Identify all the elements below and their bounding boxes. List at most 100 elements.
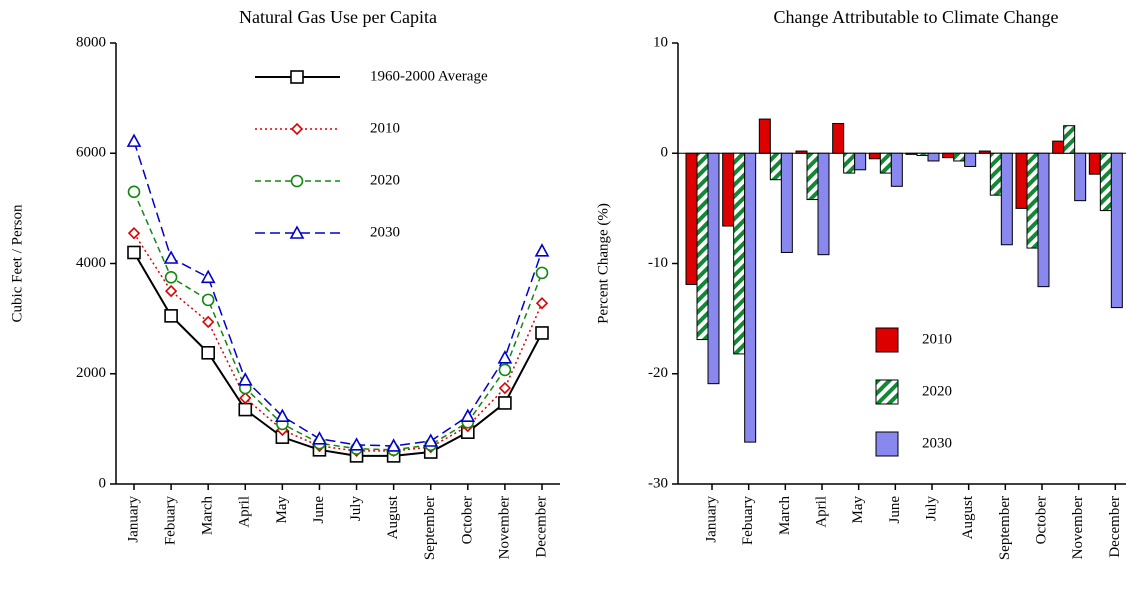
- marker: [164, 284, 178, 298]
- x-tick-label: January: [125, 496, 141, 543]
- x-tick-label: July: [348, 496, 364, 522]
- marker: [498, 396, 512, 410]
- y-tick-label: -20: [648, 365, 668, 381]
- marker: [164, 270, 178, 284]
- bar: [707, 152, 720, 385]
- bar: [758, 118, 771, 154]
- bar: [769, 152, 782, 181]
- y-tick-label: 0: [661, 145, 669, 161]
- marker: [239, 391, 252, 405]
- marker: [349, 437, 364, 451]
- y-tick-label: 2000: [76, 365, 106, 381]
- x-tick-label: August: [960, 495, 976, 539]
- x-tick-label: May: [850, 496, 866, 524]
- marker: [535, 297, 549, 310]
- legend-label: 2020: [370, 172, 400, 188]
- bar: [868, 152, 881, 160]
- legend-swatch: [875, 327, 899, 353]
- legend-label: 2030: [370, 224, 400, 240]
- bar: [1074, 152, 1087, 202]
- bar: [1026, 152, 1039, 249]
- y-tick-label: 10: [653, 34, 668, 50]
- y-tick-label: -30: [648, 475, 668, 491]
- x-tick-label: August: [385, 495, 401, 539]
- marker: [237, 372, 253, 386]
- legend-label: 2010: [922, 331, 952, 347]
- marker: [127, 245, 141, 260]
- bar: [854, 152, 867, 171]
- marker: [201, 346, 215, 360]
- x-tick-label: Febuary: [163, 496, 179, 546]
- legend-swatch: [875, 379, 899, 405]
- marker: [163, 250, 179, 264]
- x-tick-label: April: [813, 496, 829, 528]
- series-line: [133, 140, 543, 447]
- series-line: [133, 232, 543, 452]
- bar: [953, 152, 966, 162]
- marker: [202, 315, 215, 329]
- legend-marker: [290, 122, 304, 136]
- bar: [1099, 152, 1112, 212]
- series-line: [133, 191, 543, 451]
- y-tick-label: 8000: [76, 34, 106, 50]
- x-tick-label: January: [703, 496, 719, 543]
- bar: [1088, 152, 1101, 175]
- legend-swatch: [875, 431, 899, 457]
- legend-label: 2020: [922, 383, 952, 399]
- marker: [534, 243, 550, 257]
- bar: [744, 152, 757, 443]
- bar: [942, 152, 955, 159]
- bar: [832, 122, 845, 154]
- bar: [780, 152, 793, 253]
- marker: [275, 408, 290, 422]
- bar: [927, 152, 940, 162]
- bar: [1015, 152, 1028, 209]
- bar: [843, 152, 856, 174]
- bar: [905, 152, 918, 155]
- marker: [127, 185, 141, 199]
- bar: [989, 152, 1002, 196]
- marker: [423, 433, 439, 447]
- bar: [806, 152, 819, 201]
- marker: [312, 431, 327, 445]
- y-tick-label: 0: [99, 475, 107, 491]
- chart-title: Natural Gas Use per Capita: [239, 7, 437, 27]
- x-tick-label: November: [1070, 496, 1086, 559]
- bar: [890, 152, 903, 187]
- bar: [696, 152, 709, 341]
- bar: [722, 152, 735, 227]
- marker: [498, 363, 512, 377]
- y-tick-label: 4000: [76, 255, 106, 271]
- marker: [497, 350, 513, 364]
- y-axis-label: Cubic Feet / Person: [9, 204, 25, 322]
- bar: [1037, 152, 1050, 288]
- marker: [164, 309, 178, 323]
- x-tick-label: November: [496, 496, 512, 559]
- marker: [386, 438, 401, 452]
- legend-marker: [290, 174, 304, 188]
- x-tick-label: December: [533, 496, 549, 558]
- x-tick-label: October: [459, 496, 475, 544]
- marker: [201, 293, 215, 307]
- legend-label: 2010: [370, 120, 400, 136]
- x-tick-label: September: [422, 496, 438, 560]
- bar: [1063, 125, 1076, 154]
- x-tick-label: Febuary: [740, 496, 756, 546]
- marker: [200, 269, 216, 284]
- x-tick-label: March: [777, 496, 793, 536]
- marker: [126, 133, 142, 147]
- bar: [879, 152, 892, 174]
- bar: [1052, 140, 1065, 154]
- x-tick-label: July: [923, 496, 939, 522]
- chart-title: Change Attributable to Climate Change: [774, 7, 1059, 27]
- marker: [498, 381, 512, 395]
- bar: [1110, 152, 1123, 309]
- marker: [535, 326, 549, 340]
- x-tick-label: June: [311, 496, 327, 524]
- bar: [733, 152, 746, 355]
- y-axis-label: Percent Change (%): [595, 203, 611, 324]
- bar: [795, 150, 808, 154]
